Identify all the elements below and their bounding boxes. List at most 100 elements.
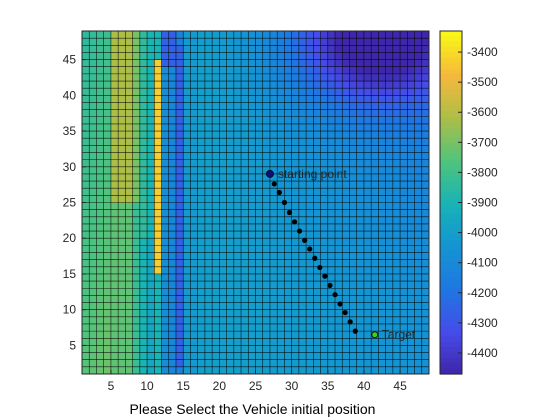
heatmap-cell[interactable]	[175, 123, 184, 132]
heatmap-cell[interactable]	[371, 316, 379, 325]
heatmap-cell[interactable]	[363, 231, 372, 239]
heatmap-cell[interactable]	[269, 316, 278, 325]
heatmap-cell[interactable]	[233, 123, 242, 132]
heatmap-cell[interactable]	[371, 352, 379, 361]
heatmap-cell[interactable]	[154, 59, 162, 68]
heatmap-cell[interactable]	[371, 109, 379, 118]
heatmap-cell[interactable]	[392, 266, 401, 275]
heatmap-cell[interactable]	[327, 338, 336, 346]
heatmap-cell[interactable]	[400, 138, 408, 146]
heatmap-cell[interactable]	[183, 316, 191, 325]
heatmap-cell[interactable]	[125, 81, 133, 89]
heatmap-cell[interactable]	[414, 195, 423, 203]
heatmap-cell[interactable]	[327, 331, 336, 339]
heatmap-cell[interactable]	[414, 181, 423, 189]
heatmap-cell[interactable]	[407, 323, 415, 332]
heatmap-cell[interactable]	[342, 209, 350, 218]
heatmap-cell[interactable]	[407, 109, 415, 118]
heatmap-cell[interactable]	[161, 216, 170, 225]
heatmap-cell[interactable]	[385, 331, 394, 339]
heatmap-cell[interactable]	[262, 273, 271, 282]
heatmap-cell[interactable]	[175, 331, 184, 339]
heatmap-cell[interactable]	[89, 316, 97, 325]
heatmap-cell[interactable]	[363, 345, 372, 353]
heatmap-cell[interactable]	[132, 216, 141, 225]
heatmap-cell[interactable]	[349, 52, 358, 60]
heatmap-cell[interactable]	[284, 216, 292, 225]
heatmap-cell[interactable]	[320, 281, 329, 289]
heatmap-cell[interactable]	[248, 73, 256, 82]
heatmap-cell[interactable]	[269, 81, 278, 89]
heatmap-cell[interactable]	[204, 359, 213, 368]
heatmap-cell[interactable]	[269, 338, 278, 346]
heatmap-cell[interactable]	[110, 116, 119, 125]
heatmap-cell[interactable]	[219, 52, 227, 60]
heatmap-cell[interactable]	[306, 138, 314, 146]
heatmap-cell[interactable]	[400, 281, 408, 289]
heatmap-cell[interactable]	[89, 216, 97, 225]
heatmap-cell[interactable]	[132, 102, 141, 110]
heatmap-cell[interactable]	[96, 195, 104, 203]
heatmap-cell[interactable]	[241, 295, 249, 303]
heatmap-cell[interactable]	[392, 359, 401, 368]
heatmap-cell[interactable]	[349, 95, 358, 103]
heatmap-cell[interactable]	[284, 188, 292, 196]
heatmap-cell[interactable]	[241, 138, 249, 146]
heatmap-cell[interactable]	[320, 352, 329, 361]
heatmap-cell[interactable]	[320, 231, 329, 239]
heatmap-cell[interactable]	[277, 259, 285, 268]
heatmap-cell[interactable]	[407, 81, 415, 89]
heatmap-cell[interactable]	[219, 159, 227, 168]
heatmap-cell[interactable]	[226, 288, 235, 296]
heatmap-cell[interactable]	[421, 116, 430, 125]
heatmap-cell[interactable]	[407, 266, 415, 275]
heatmap-cell[interactable]	[161, 352, 170, 361]
heatmap-cell[interactable]	[414, 309, 423, 318]
heatmap-cell[interactable]	[298, 38, 307, 46]
heatmap-cell[interactable]	[183, 195, 191, 203]
heatmap-cell[interactable]	[183, 202, 191, 210]
heatmap-cell[interactable]	[132, 259, 141, 268]
heatmap-cell[interactable]	[392, 109, 401, 118]
heatmap-cell[interactable]	[313, 202, 321, 210]
heatmap-cell[interactable]	[175, 202, 184, 210]
heatmap-cell[interactable]	[197, 45, 206, 53]
heatmap-cell[interactable]	[378, 245, 386, 253]
heatmap-cell[interactable]	[175, 266, 184, 275]
heatmap-cell[interactable]	[327, 202, 336, 210]
heatmap-cell[interactable]	[262, 123, 271, 132]
heatmap-cell[interactable]	[378, 138, 386, 146]
heatmap-cell[interactable]	[248, 302, 256, 310]
heatmap-cell[interactable]	[204, 195, 213, 203]
heatmap-cell[interactable]	[110, 359, 119, 368]
heatmap-cell[interactable]	[190, 159, 198, 168]
heatmap-cell[interactable]	[96, 73, 104, 82]
heatmap-cell[interactable]	[342, 338, 350, 346]
heatmap-cell[interactable]	[197, 359, 206, 368]
heatmap-cell[interactable]	[392, 116, 401, 125]
heatmap-cell[interactable]	[190, 166, 198, 175]
heatmap-cell[interactable]	[132, 273, 141, 282]
heatmap-cell[interactable]	[212, 331, 220, 339]
heatmap-cell[interactable]	[103, 231, 112, 239]
heatmap-cell[interactable]	[241, 209, 249, 218]
heatmap-cell[interactable]	[154, 45, 162, 53]
heatmap-cell[interactable]	[125, 223, 133, 232]
heatmap-cell[interactable]	[371, 138, 379, 146]
heatmap-cell[interactable]	[248, 259, 256, 268]
heatmap-cell[interactable]	[168, 38, 177, 46]
heatmap-cell[interactable]	[378, 166, 386, 175]
heatmap-cell[interactable]	[335, 95, 343, 103]
heatmap-cell[interactable]	[248, 195, 256, 203]
heatmap-cell[interactable]	[298, 345, 307, 353]
heatmap-cell[interactable]	[291, 309, 300, 318]
heatmap-cell[interactable]	[262, 188, 271, 196]
heatmap-cell[interactable]	[197, 273, 206, 282]
heatmap-cell[interactable]	[277, 238, 285, 246]
heatmap-cell[interactable]	[313, 66, 321, 75]
heatmap-cell[interactable]	[277, 88, 285, 96]
heatmap-cell[interactable]	[284, 66, 292, 75]
heatmap-cell[interactable]	[175, 81, 184, 89]
heatmap-cell[interactable]	[248, 138, 256, 146]
heatmap-cell[interactable]	[118, 31, 126, 39]
